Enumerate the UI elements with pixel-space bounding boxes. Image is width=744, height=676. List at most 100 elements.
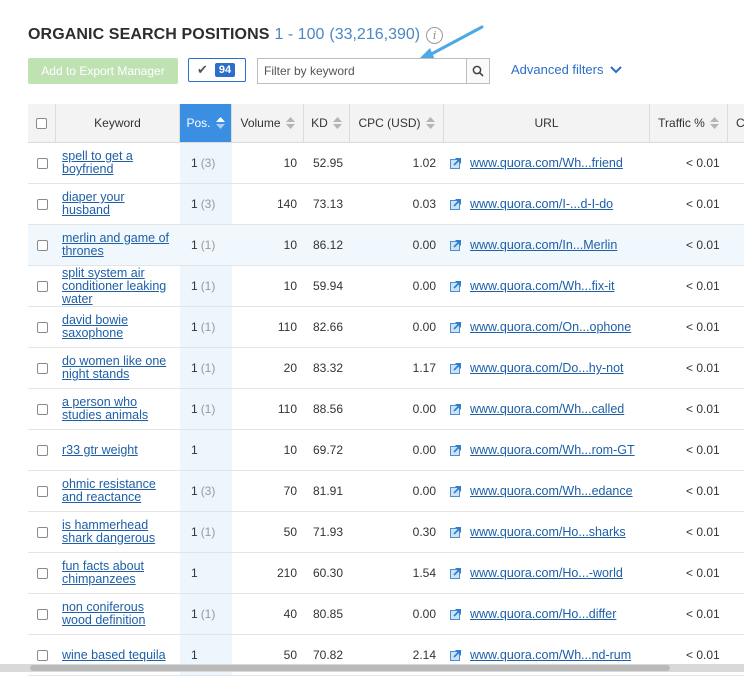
url-link[interactable]: www.quora.com/Ho...-world (470, 566, 623, 580)
traffic-cell: < 0.01 (686, 266, 736, 306)
table-header: Keyword Pos. Volume KD CPC (USD) (28, 104, 744, 143)
row-checkbox[interactable] (36, 567, 48, 579)
column-header-traffic[interactable]: Traffic % (650, 104, 728, 142)
url-link[interactable]: www.quora.com/Ho...differ (470, 607, 617, 621)
row-checkbox[interactable] (36, 198, 48, 210)
column-header-cpc[interactable]: CPC (USD) (350, 104, 444, 142)
url-link[interactable]: www.quora.com/Ho...sharks (470, 525, 626, 539)
volume-cell: 20 (232, 348, 297, 388)
column-header-more[interactable]: C (728, 104, 744, 142)
external-link-icon[interactable] (450, 485, 462, 497)
external-link-icon[interactable] (450, 362, 462, 374)
position-value: 1 (191, 279, 198, 293)
traffic-value: < 0.01 (686, 197, 720, 211)
keyword-link[interactable]: a person who studies animals (62, 395, 149, 422)
column-header-volume[interactable]: Volume (232, 104, 304, 142)
external-link-icon[interactable] (450, 157, 462, 169)
keyword-link[interactable]: diaper your husband (62, 190, 125, 217)
search-button[interactable] (466, 59, 489, 83)
url-link[interactable]: www.quora.com/Do...hy-not (470, 361, 624, 375)
position-value: 1 (191, 361, 198, 375)
url-link[interactable]: www.quora.com/On...ophone (470, 320, 632, 334)
external-link-icon[interactable] (450, 403, 462, 415)
keyword-link[interactable]: fun facts about chimpanzees (62, 559, 145, 586)
row-select-cell (28, 307, 56, 347)
volume-value: 140 (276, 197, 297, 211)
table-row: is hammerhead shark dangerous 1 (1) 50 71.93… (28, 512, 744, 553)
horizontal-scrollbar[interactable] (0, 664, 744, 672)
kd-value: 71.93 (312, 525, 343, 539)
column-header-kd[interactable]: KD (304, 104, 350, 142)
volume-value: 50 (283, 648, 297, 662)
column-header-keyword[interactable]: Keyword (56, 104, 180, 142)
keyword-link[interactable]: ohmic resistance and reactance (62, 477, 156, 504)
table-row: merlin and game of thrones 1 (1) 10 86.12 0.0… (28, 225, 744, 266)
keyword-link[interactable]: r33 gtr weight (62, 442, 138, 457)
keyword-link[interactable]: split system air conditioner leaking wat… (62, 265, 167, 306)
advanced-filters-toggle[interactable]: Advanced filters (511, 62, 622, 77)
volume-value: 10 (283, 238, 297, 252)
position-value: 1 (191, 156, 198, 170)
external-link-icon[interactable] (450, 239, 462, 251)
row-checkbox[interactable] (36, 403, 48, 415)
keyword-link[interactable]: do women like one night stands (62, 354, 167, 381)
add-to-export-manager-button[interactable]: Add to Export Manager (28, 58, 178, 84)
column-label: C (736, 116, 744, 130)
traffic-value: < 0.01 (686, 566, 720, 580)
external-link-icon[interactable] (450, 280, 462, 292)
external-link-icon[interactable] (450, 608, 462, 620)
info-icon[interactable]: i (426, 26, 444, 44)
url-link[interactable]: www.quora.com/I-...d-I-do (470, 197, 614, 211)
row-checkbox[interactable] (36, 608, 48, 620)
kd-value: 86.12 (312, 238, 343, 252)
row-select-cell (28, 430, 56, 470)
row-checkbox[interactable] (36, 649, 48, 661)
url-link[interactable]: www.quora.com/Wh...called (470, 402, 625, 416)
row-checkbox[interactable] (36, 444, 48, 456)
table-row: split system air conditioner leaking wat… (28, 266, 744, 307)
external-link-icon[interactable] (450, 444, 462, 456)
url-link[interactable]: www.quora.com/Wh...fix-it (470, 279, 615, 293)
row-checkbox[interactable] (36, 485, 48, 497)
selected-counter[interactable]: ✔ 94 (188, 58, 246, 82)
cpc-cell: 2.14 (350, 635, 436, 675)
row-checkbox[interactable] (36, 362, 48, 374)
traffic-value: < 0.01 (686, 279, 720, 293)
volume-cell: 50 (232, 512, 297, 552)
external-link-icon[interactable] (450, 321, 462, 333)
external-link-icon[interactable] (450, 526, 462, 538)
url-link[interactable]: www.quora.com/Wh...edance (470, 484, 633, 498)
keyword-link[interactable]: non coniferous wood definition (62, 600, 146, 627)
scrollbar-thumb[interactable] (30, 665, 670, 671)
url-link[interactable]: www.quora.com/Wh...friend (470, 156, 623, 170)
keyword-link[interactable]: merlin and game of thrones (62, 231, 170, 258)
url-link[interactable]: www.quora.com/Wh...nd-rum (470, 648, 632, 662)
previous-position: (3) (200, 484, 216, 498)
keyword-link[interactable]: david bowie saxophone (62, 313, 129, 340)
previous-position: (1) (200, 320, 216, 334)
keyword-link[interactable]: wine based tequila (62, 647, 166, 662)
keyword-filter-input[interactable] (258, 59, 466, 83)
external-link-icon[interactable] (450, 649, 462, 661)
select-all-cell (28, 104, 56, 142)
traffic-value: < 0.01 (686, 156, 720, 170)
url-link[interactable]: www.quora.com/In...Merlin (470, 238, 618, 252)
traffic-value: < 0.01 (686, 525, 720, 539)
external-link-icon[interactable] (450, 198, 462, 210)
cpc-value: 1.17 (412, 361, 436, 375)
traffic-value: < 0.01 (686, 320, 720, 334)
url-link[interactable]: www.quora.com/Wh...rom-GT (470, 443, 635, 457)
row-checkbox[interactable] (36, 280, 48, 292)
row-checkbox[interactable] (36, 239, 48, 251)
keyword-link[interactable]: is hammerhead shark dangerous (62, 518, 156, 545)
row-checkbox[interactable] (36, 321, 48, 333)
external-link-icon[interactable] (450, 567, 462, 579)
table-row: non coniferous wood definition 1 (1) 40 80.8… (28, 594, 744, 635)
select-all-checkbox[interactable] (36, 117, 47, 129)
cpc-cell: 0.00 (350, 307, 436, 347)
column-header-pos[interactable]: Pos. (180, 104, 232, 142)
cpc-cell: 0.00 (350, 471, 436, 511)
keyword-link[interactable]: spell to get a boyfriend (62, 149, 133, 176)
row-checkbox[interactable] (36, 526, 48, 538)
row-checkbox[interactable] (36, 157, 48, 169)
